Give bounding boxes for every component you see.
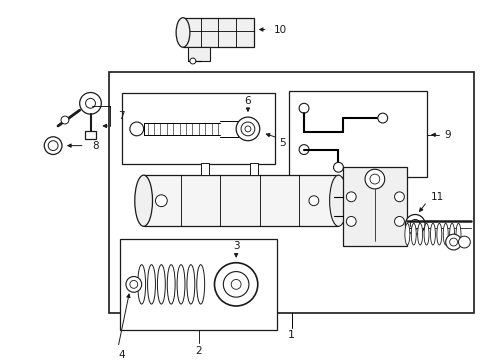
Circle shape <box>369 174 379 184</box>
Circle shape <box>409 220 419 229</box>
Bar <box>143 175 338 226</box>
Bar <box>289 90 426 177</box>
Ellipse shape <box>436 223 441 245</box>
Circle shape <box>449 238 457 246</box>
Text: 6: 6 <box>244 96 251 106</box>
Text: 2: 2 <box>195 346 202 356</box>
Circle shape <box>231 279 241 289</box>
Circle shape <box>346 192 355 202</box>
Ellipse shape <box>177 265 184 304</box>
Bar <box>84 131 96 139</box>
Text: 11: 11 <box>430 192 443 202</box>
Circle shape <box>394 216 404 226</box>
Ellipse shape <box>429 223 434 245</box>
Text: 9: 9 <box>444 130 450 140</box>
Circle shape <box>405 215 424 234</box>
Circle shape <box>130 280 138 288</box>
Circle shape <box>61 116 69 124</box>
Ellipse shape <box>423 223 428 245</box>
Circle shape <box>244 126 250 132</box>
Bar <box>120 239 277 330</box>
Text: 5: 5 <box>279 138 285 148</box>
Circle shape <box>299 145 308 154</box>
Bar <box>122 94 274 164</box>
Bar <box>187 47 209 61</box>
Ellipse shape <box>455 223 460 245</box>
Ellipse shape <box>449 223 454 245</box>
Bar <box>183 18 253 47</box>
Text: 3: 3 <box>232 241 239 251</box>
Circle shape <box>214 263 257 306</box>
Ellipse shape <box>157 265 165 304</box>
Circle shape <box>236 117 259 141</box>
Text: 4: 4 <box>119 350 125 360</box>
Circle shape <box>364 169 384 189</box>
Ellipse shape <box>135 175 152 226</box>
Ellipse shape <box>186 265 194 304</box>
Circle shape <box>85 98 95 108</box>
Ellipse shape <box>404 223 409 245</box>
Ellipse shape <box>410 223 415 245</box>
Circle shape <box>445 234 461 250</box>
Circle shape <box>155 195 167 207</box>
Circle shape <box>299 103 308 113</box>
Ellipse shape <box>147 265 155 304</box>
Circle shape <box>333 162 343 172</box>
Ellipse shape <box>442 223 447 245</box>
Circle shape <box>394 192 404 202</box>
Circle shape <box>126 276 142 292</box>
Circle shape <box>189 58 195 64</box>
Ellipse shape <box>417 223 422 245</box>
Bar <box>249 163 257 175</box>
Circle shape <box>377 113 387 123</box>
Ellipse shape <box>176 18 189 47</box>
Text: 1: 1 <box>287 329 295 339</box>
Text: 7: 7 <box>118 111 124 121</box>
Text: 8: 8 <box>92 141 99 150</box>
Text: 10: 10 <box>273 24 286 35</box>
Ellipse shape <box>329 175 346 226</box>
Ellipse shape <box>196 265 204 304</box>
Ellipse shape <box>167 265 175 304</box>
Circle shape <box>241 122 254 136</box>
Circle shape <box>223 271 248 297</box>
Circle shape <box>80 93 101 114</box>
Bar <box>200 163 208 175</box>
Circle shape <box>44 137 62 154</box>
Circle shape <box>346 216 355 226</box>
Circle shape <box>48 141 58 150</box>
Ellipse shape <box>138 265 145 304</box>
Circle shape <box>130 122 143 136</box>
Bar <box>109 72 473 313</box>
Circle shape <box>458 236 469 248</box>
Circle shape <box>308 196 318 206</box>
Bar <box>343 167 407 246</box>
